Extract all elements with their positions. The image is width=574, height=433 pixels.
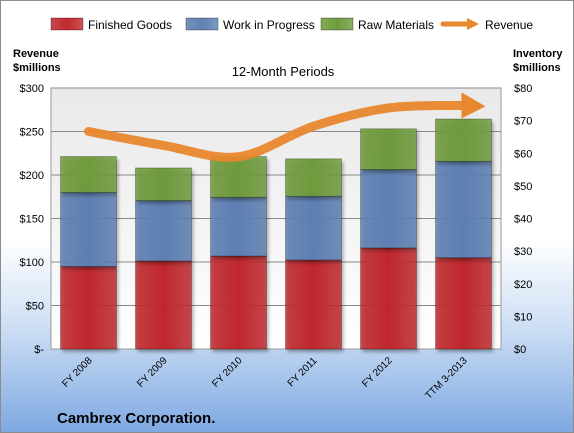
legend-swatch [50, 17, 84, 31]
x-tick-label: FY 2011 [286, 355, 320, 389]
bar-raw-materials [210, 156, 267, 198]
legend-label: Work in Progress [223, 18, 315, 32]
legend-label: Revenue [485, 18, 533, 32]
x-tick-label: FY 2012 [360, 355, 395, 390]
bar-work-in-progress [285, 195, 342, 261]
bar-work-in-progress [435, 160, 492, 259]
y-right-tick-label: $30 [514, 246, 532, 258]
y-left-tick-label: $50 [26, 301, 44, 313]
revenue-line [84, 100, 468, 162]
bar-raw-materials [360, 128, 417, 171]
bar-work-in-progress [360, 169, 417, 249]
x-tick-label: TTM 3-2013 [423, 355, 470, 402]
bar-raw-materials [285, 158, 342, 197]
y-right-tick-label: $50 [514, 181, 532, 193]
y-right-tick-label: $40 [514, 214, 532, 226]
bar-finished-goods [60, 265, 117, 350]
y-left-tick-label: $200 [20, 170, 44, 182]
bar-raw-materials [435, 118, 492, 162]
y-left-label-line2: $millions [13, 62, 61, 74]
y-right-tick-label: $20 [514, 279, 532, 291]
y-left-tick-label: $300 [20, 83, 44, 95]
legend-swatch [320, 17, 354, 31]
legend-swatch [185, 17, 219, 31]
bar-raw-materials [135, 167, 192, 202]
y-right-tick-label: $10 [514, 311, 532, 323]
x-tick-label: FY 2009 [135, 355, 170, 390]
y-left-tick-label: $- [34, 344, 44, 356]
bar-raw-materials [60, 156, 117, 193]
chart-title: 12-Month Periods [232, 64, 335, 79]
company-name: Cambrex Corporation. [57, 410, 215, 427]
bar-work-in-progress [60, 191, 117, 267]
bar-work-in-progress [135, 200, 192, 262]
y-right-tick-label: $80 [514, 83, 532, 95]
legend-arrow-revenue [467, 18, 479, 30]
x-tick-label: FY 2010 [210, 355, 245, 390]
y-left-label-line1: Revenue [13, 48, 59, 60]
bar-finished-goods [360, 247, 417, 350]
legend-label: Finished Goods [88, 18, 172, 32]
x-tick-label: FY 2008 [60, 355, 95, 390]
y-right-tick-label: $70 [514, 116, 532, 128]
bar-finished-goods [435, 257, 492, 350]
bar-finished-goods [285, 259, 342, 350]
bar-finished-goods [135, 260, 192, 350]
legend-label: Raw Materials [358, 18, 434, 32]
bar-finished-goods [210, 255, 267, 350]
y-right-label-line2: $millions [513, 62, 561, 74]
revenue-arrowhead [461, 92, 486, 119]
y-right-tick-label: $0 [514, 344, 526, 356]
y-right-label-line1: Inventory [513, 48, 563, 60]
y-left-tick-label: $150 [20, 214, 44, 226]
y-right-tick-label: $60 [514, 148, 532, 160]
bar-work-in-progress [210, 196, 267, 257]
y-left-tick-label: $250 [20, 127, 44, 139]
y-left-tick-label: $100 [20, 257, 44, 269]
